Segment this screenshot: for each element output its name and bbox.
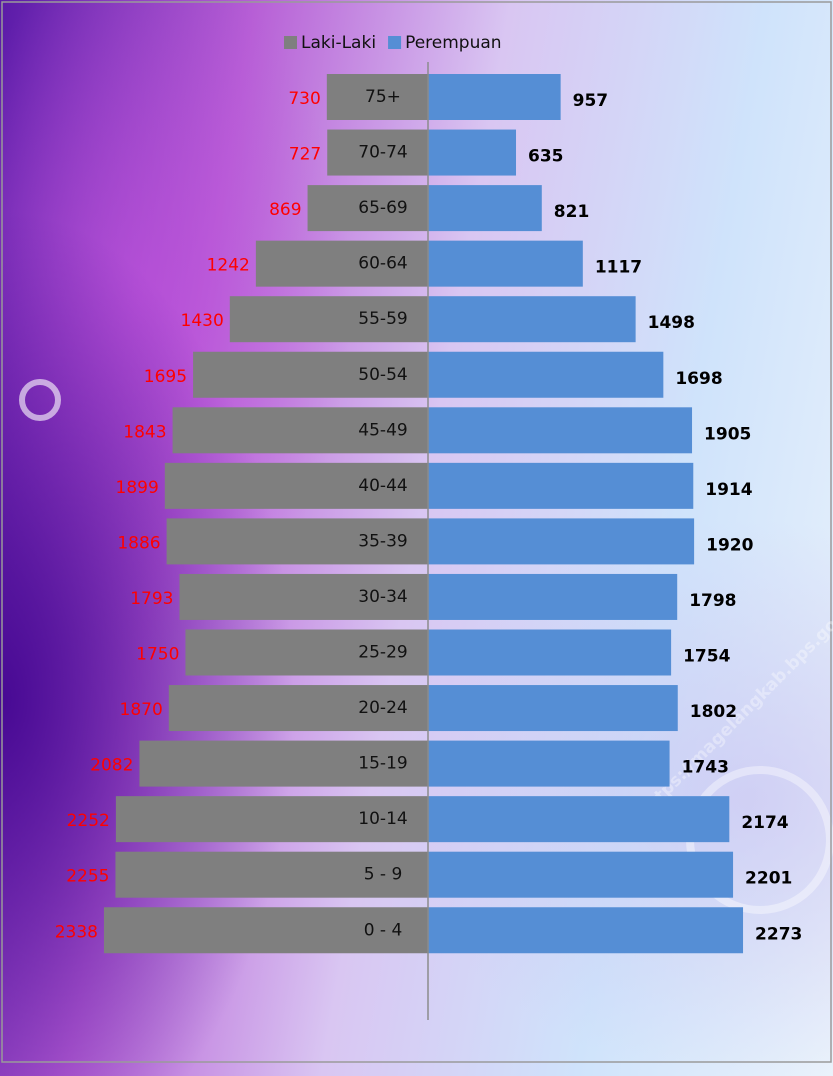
bar bbox=[255, 240, 428, 287]
category-label: 60-64 bbox=[358, 254, 407, 274]
data-label: 1498 bbox=[648, 313, 695, 333]
data-label: 727 bbox=[289, 145, 321, 165]
bar bbox=[307, 185, 428, 232]
data-label: 1242 bbox=[207, 256, 250, 276]
category-label: 55-59 bbox=[358, 309, 407, 329]
bar bbox=[428, 74, 561, 120]
legend-label: Laki-Laki bbox=[301, 33, 376, 53]
legend-swatch bbox=[284, 36, 297, 49]
bar bbox=[229, 296, 428, 343]
category-label: 30-34 bbox=[358, 587, 407, 607]
data-label: 869 bbox=[269, 200, 301, 220]
data-label: 2338 bbox=[55, 922, 98, 942]
category-label: 40-44 bbox=[358, 476, 407, 496]
data-label: 1914 bbox=[705, 480, 752, 500]
bar bbox=[168, 685, 428, 732]
data-label: 1843 bbox=[123, 422, 166, 442]
bar bbox=[428, 240, 583, 287]
bar bbox=[185, 629, 428, 676]
data-label: 1750 bbox=[136, 645, 179, 665]
data-label: 1695 bbox=[144, 367, 187, 387]
bar bbox=[428, 629, 672, 676]
data-label: 635 bbox=[528, 147, 564, 167]
data-label: 1430 bbox=[181, 311, 224, 331]
data-label: 2174 bbox=[741, 813, 788, 833]
category-label: 75+ bbox=[365, 87, 401, 107]
category-label: 45-49 bbox=[358, 420, 407, 440]
bar bbox=[428, 851, 734, 898]
bar bbox=[166, 518, 428, 565]
category-label: 25-29 bbox=[358, 643, 407, 663]
data-label: 1698 bbox=[675, 369, 722, 389]
category-label: 10-14 bbox=[358, 809, 407, 829]
data-label: 1886 bbox=[117, 533, 160, 553]
legend-label: Perempuan bbox=[405, 33, 502, 53]
bar bbox=[428, 740, 670, 787]
bar bbox=[193, 351, 428, 398]
bar bbox=[115, 851, 428, 898]
category-label: 70-74 bbox=[358, 143, 407, 163]
data-label: 1802 bbox=[690, 702, 737, 722]
legend-swatch bbox=[388, 36, 402, 49]
data-label: 2255 bbox=[66, 867, 109, 887]
bar bbox=[103, 907, 429, 954]
bar bbox=[428, 462, 694, 509]
data-label: 1798 bbox=[689, 591, 736, 611]
bar bbox=[428, 407, 693, 454]
data-label: 1117 bbox=[595, 258, 642, 278]
decor bbox=[19, 379, 61, 421]
data-label: 1905 bbox=[704, 424, 751, 444]
bar bbox=[428, 573, 678, 620]
category-label: 65-69 bbox=[358, 198, 407, 218]
bar bbox=[172, 407, 428, 454]
data-label: 1793 bbox=[130, 589, 173, 609]
bar bbox=[327, 129, 428, 176]
category-label: 20-24 bbox=[358, 698, 407, 718]
bar bbox=[428, 907, 744, 954]
category-label: 15-19 bbox=[358, 754, 407, 774]
data-label: 1743 bbox=[682, 758, 729, 778]
bar bbox=[428, 518, 695, 565]
data-label: 1920 bbox=[706, 535, 753, 555]
data-label: 1754 bbox=[683, 647, 730, 667]
bar bbox=[139, 740, 428, 787]
bar bbox=[179, 573, 428, 620]
data-label: 2201 bbox=[745, 869, 792, 889]
category-label: 0 - 4 bbox=[364, 920, 403, 940]
category-label: 50-54 bbox=[358, 365, 407, 385]
category-label: 35-39 bbox=[358, 531, 407, 551]
data-label: 2252 bbox=[67, 811, 110, 831]
data-label: 1899 bbox=[116, 478, 159, 498]
bar bbox=[428, 685, 678, 732]
bar bbox=[326, 74, 428, 120]
data-label: 957 bbox=[573, 91, 609, 111]
category-label: 5 - 9 bbox=[364, 865, 403, 885]
bar bbox=[164, 462, 429, 509]
data-label: 2273 bbox=[755, 924, 802, 944]
bar bbox=[428, 296, 636, 343]
data-label: 1870 bbox=[120, 700, 163, 720]
data-label: 821 bbox=[554, 202, 590, 222]
bar bbox=[428, 796, 730, 843]
data-label: 2082 bbox=[90, 756, 133, 776]
bar bbox=[428, 129, 517, 176]
bar bbox=[115, 796, 428, 843]
bar bbox=[428, 351, 664, 398]
bar bbox=[428, 185, 542, 232]
data-label: 730 bbox=[288, 89, 320, 109]
